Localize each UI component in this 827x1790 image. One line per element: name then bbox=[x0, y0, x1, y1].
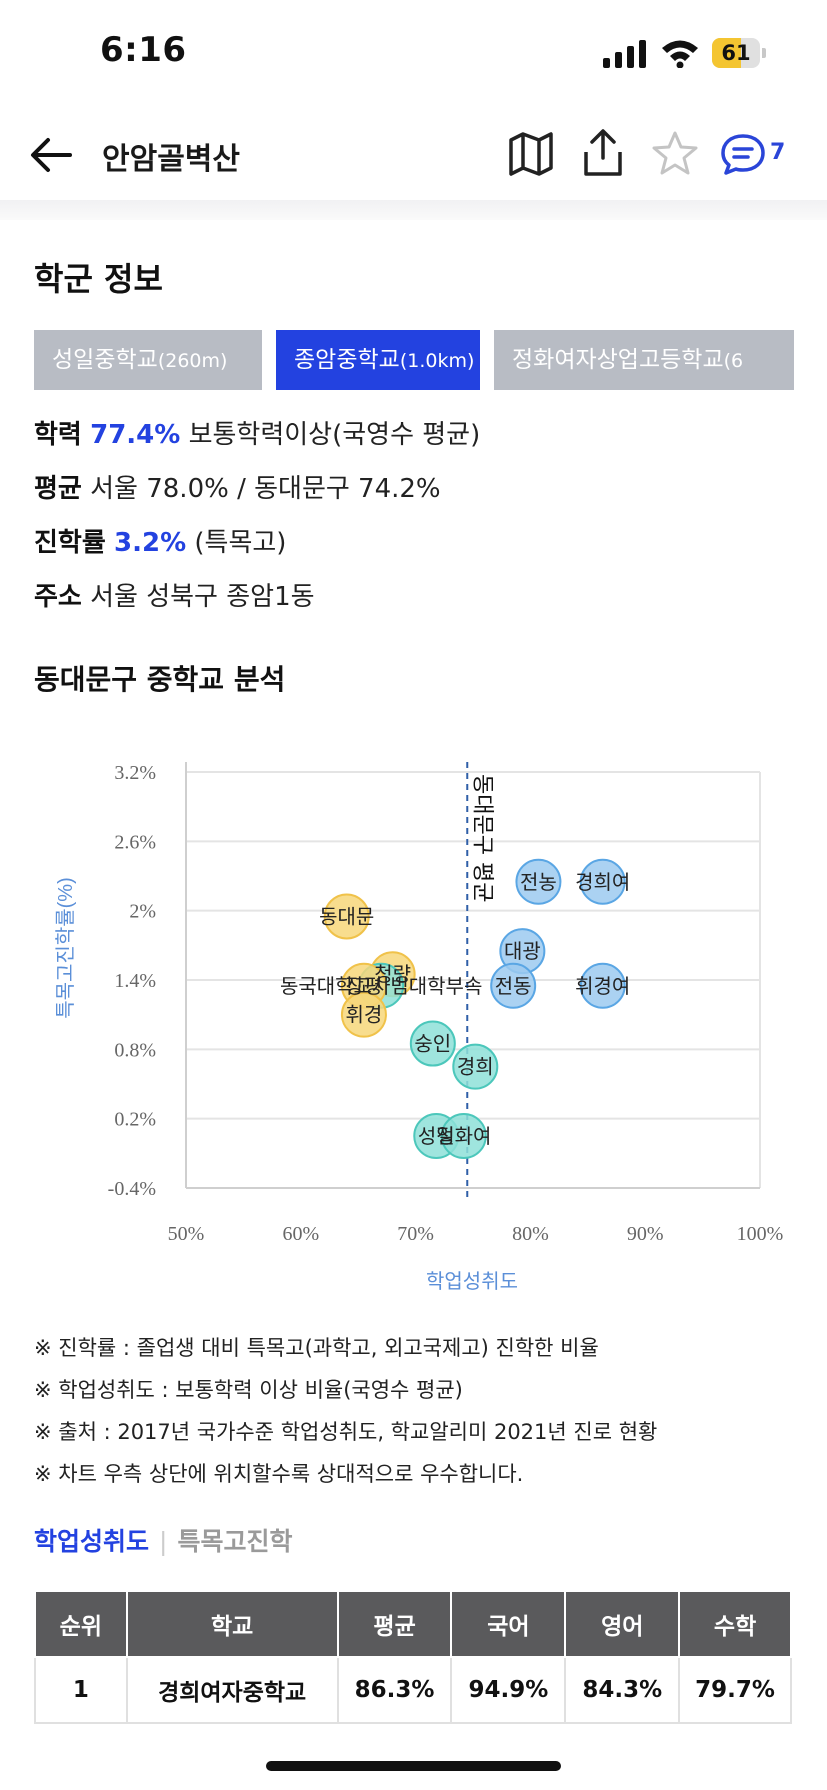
data-point-label: 동대문 bbox=[319, 904, 374, 928]
data-point-label: 전동 bbox=[495, 974, 532, 998]
col-math: 수학 bbox=[678, 1590, 792, 1658]
col-rank: 순위 bbox=[34, 1590, 128, 1658]
x-axis-label: 학업성취도 bbox=[426, 1270, 518, 1293]
y-tick-label: 0.8% bbox=[114, 1039, 156, 1061]
comment-icon[interactable] bbox=[718, 128, 768, 180]
home-indicator bbox=[266, 1761, 561, 1771]
data-point[interactable] bbox=[440, 1113, 487, 1159]
chart-title: 동대문구 중학교 분석 bbox=[34, 663, 286, 696]
address-row: 주소 서울 성북구 종암1동 bbox=[34, 582, 315, 612]
header-divider bbox=[0, 200, 827, 220]
cell-math: 79.7% bbox=[678, 1656, 792, 1724]
achievement-row: 학력 77.4% 보통학력이상(국영수 평균) bbox=[34, 420, 481, 450]
cell-english: 84.3% bbox=[564, 1656, 681, 1724]
col-english: 영어 bbox=[564, 1590, 681, 1658]
note-1: ※ 진학률 : 졸업생 대비 특목고(과학고, 외고국제고) 진학한 비율 bbox=[34, 1336, 599, 1360]
data-point-label: 정화여 bbox=[436, 1124, 491, 1148]
col-school: 학교 bbox=[125, 1590, 339, 1658]
data-point[interactable] bbox=[515, 858, 562, 905]
cell-school: 경희여자중학교 bbox=[125, 1656, 339, 1724]
subtab-achievement[interactable]: 학업성취도 bbox=[34, 1527, 150, 1556]
y-tick-label: 2.6% bbox=[114, 831, 156, 853]
data-point[interactable] bbox=[490, 962, 537, 1009]
data-point[interactable] bbox=[452, 1043, 499, 1090]
data-point-label: 경희여 bbox=[575, 870, 630, 894]
wifi-icon bbox=[662, 40, 698, 68]
tab-school-1[interactable]: 성일중학교(260m) bbox=[34, 330, 262, 390]
subtab-special-school[interactable]: 특목고진학 bbox=[177, 1527, 293, 1556]
battery-level: 61 bbox=[721, 41, 751, 65]
table-row[interactable]: 1 경희여자중학교 86.3% 94.9% 84.3% 79.7% bbox=[34, 1656, 792, 1724]
cell-korean: 94.9% bbox=[450, 1656, 567, 1724]
y-tick-label: 2% bbox=[129, 901, 156, 923]
y-tick-label: -0.4% bbox=[108, 1178, 156, 1200]
x-tick-label: 60% bbox=[282, 1223, 319, 1245]
col-average: 평균 bbox=[336, 1590, 453, 1658]
map-icon[interactable] bbox=[506, 128, 556, 180]
note-4: ※ 차트 우측 상단에 위치할수록 상대적으로 우수합니다. bbox=[34, 1462, 524, 1486]
ranking-subtabs: 학업성취도 | 특목고진학 bbox=[34, 1527, 293, 1556]
note-3: ※ 출처 : 2017년 국가수준 학업성취도, 학교알리미 2021년 진로 … bbox=[34, 1420, 658, 1444]
data-point[interactable] bbox=[323, 893, 370, 940]
comment-count[interactable]: 7 bbox=[770, 140, 786, 165]
x-tick-label: 50% bbox=[168, 1223, 205, 1245]
advance-rate-row: 진학률 3.2% (특목고) bbox=[34, 528, 287, 558]
data-point-label: 대광 bbox=[504, 939, 541, 963]
school-tabs: 성일중학교(260m) 종암중학교(1.0km) 정화여자상업고등학교(6 bbox=[34, 330, 794, 390]
data-point-label: 장평 bbox=[346, 974, 383, 998]
data-point[interactable] bbox=[579, 962, 626, 1009]
y-tick-label: 3.2% bbox=[114, 762, 156, 784]
battery-icon: 61 bbox=[712, 38, 766, 68]
y-tick-label: 1.4% bbox=[114, 970, 156, 992]
data-point[interactable] bbox=[340, 991, 387, 1038]
x-tick-label: 80% bbox=[512, 1223, 549, 1245]
note-2: ※ 학업성취도 : 보통학력 이상 비율(국영수 평균) bbox=[34, 1378, 463, 1402]
data-point-label: 경희 bbox=[457, 1055, 494, 1079]
x-tick-label: 100% bbox=[737, 1223, 784, 1245]
x-tick-label: 70% bbox=[397, 1223, 434, 1245]
y-axis-label: 특목고진학률(%) bbox=[54, 877, 77, 1019]
data-point-label: 청량 bbox=[374, 962, 411, 986]
favorite-star-icon[interactable] bbox=[650, 128, 700, 180]
x-tick-label: 90% bbox=[627, 1223, 664, 1245]
ranking-table: 순위 학교 평균 국어 영어 수학 1 경희여자중학교 86.3% 94.9% … bbox=[34, 1590, 792, 1724]
back-arrow-icon[interactable] bbox=[26, 130, 76, 180]
status-time: 6:16 bbox=[100, 30, 187, 70]
average-line-label: 동대문구 평균 bbox=[469, 774, 494, 902]
y-tick-label: 0.2% bbox=[114, 1109, 156, 1131]
average-row: 평균 서울 78.0% / 동대문구 74.2% bbox=[34, 474, 441, 504]
cellular-signal-icon bbox=[603, 40, 646, 68]
page-title: 안암골벽산 bbox=[102, 142, 240, 177]
status-bar: 6:16 61 bbox=[0, 0, 827, 110]
cell-average: 86.3% bbox=[336, 1656, 453, 1724]
cell-rank: 1 bbox=[34, 1656, 128, 1724]
data-point-label: 휘경여 bbox=[575, 974, 630, 998]
share-icon[interactable] bbox=[578, 128, 628, 180]
tab-school-2[interactable]: 종암중학교(1.0km) bbox=[276, 330, 480, 390]
app-header: 안암골벽산 7 bbox=[0, 110, 827, 200]
data-point-label: 동국대학교사범대학부속 bbox=[280, 974, 482, 998]
data-point-label: 전농 bbox=[520, 870, 557, 894]
data-point-label: 숭인 bbox=[414, 1032, 451, 1056]
data-point-label: 성일 bbox=[418, 1124, 455, 1148]
tab-school-3[interactable]: 정화여자상업고등학교(6 bbox=[494, 330, 794, 390]
data-point[interactable] bbox=[409, 1020, 456, 1067]
data-point-label: 휘경 bbox=[346, 1003, 383, 1027]
col-korean: 국어 bbox=[450, 1590, 567, 1658]
section-title: 학군 정보 bbox=[34, 260, 163, 298]
data-point[interactable] bbox=[579, 858, 626, 905]
scatter-chart: 3.2% 2.6% 2% 1.4% 0.8% 0.2% -0.4% 50% 60% 70% 80% 9… bbox=[54, 762, 784, 1293]
